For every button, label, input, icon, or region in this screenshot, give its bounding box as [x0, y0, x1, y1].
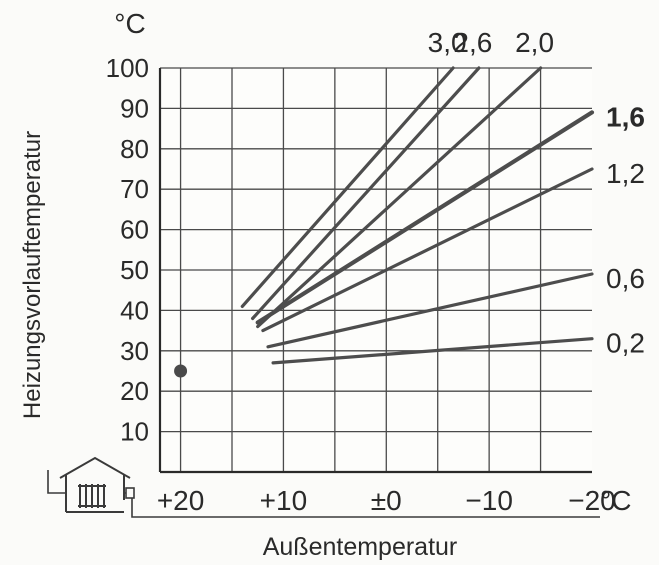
x-tick-label: −20: [568, 485, 616, 516]
curve-label: 3,0: [428, 27, 467, 58]
curve-label: 2,6: [453, 27, 492, 58]
y-tick-labels: 10 20 30 40 50 60 70 80 90 100: [106, 53, 149, 447]
x-tick-label: +10: [260, 485, 308, 516]
heating-curve: [271, 337, 594, 365]
y-tick-label: 80: [120, 134, 149, 164]
x-tick-labels: +20 +10 ±0 −10 −20: [157, 485, 616, 516]
room-temperature-marker: [174, 364, 188, 378]
plot-frame: [158, 68, 592, 474]
y-axis-title: Heizungsvorlauftemperatur: [19, 131, 46, 419]
curve-labels: 3,02,6 2,0 1,6 1,2 0,6 0,2: [428, 27, 645, 359]
y-unit-label: °C: [114, 8, 145, 39]
y-tick-label: 90: [120, 93, 149, 123]
heating-curve: [255, 110, 595, 325]
curve-label: 2,0: [515, 27, 554, 58]
heating-curve: [266, 272, 594, 349]
heating-curve: [240, 66, 455, 308]
heating-curve: [261, 167, 594, 333]
heating-curves: [240, 66, 595, 365]
x-tick-label: −10: [465, 485, 513, 516]
heating-curve: [251, 66, 481, 321]
y-tick-label: 60: [120, 215, 149, 245]
y-tick-label: 40: [120, 295, 149, 325]
y-tick-label: 20: [120, 376, 149, 406]
heating-curve: [256, 66, 543, 329]
curve-label: 1,6: [606, 101, 645, 132]
x-unit-label: °C: [600, 485, 631, 516]
curve-label: 0,2: [606, 328, 645, 359]
curve-label: 1,2: [606, 158, 645, 189]
sensor-connector-lines: [47, 470, 600, 518]
y-tick-label: 70: [120, 174, 149, 204]
x-axis-title: Außentemperatur: [263, 533, 458, 561]
y-tick-label: 10: [120, 417, 149, 447]
x-tick-label: +20: [157, 485, 205, 516]
marker-point: [174, 364, 188, 378]
curve-label: 0,6: [606, 263, 645, 294]
house-radiator-icon: [59, 456, 131, 513]
y-tick-label: 100: [106, 53, 149, 83]
x-tick-label: ±0: [371, 485, 402, 516]
y-tick-label: 30: [120, 336, 149, 366]
y-tick-label: 50: [120, 255, 149, 285]
